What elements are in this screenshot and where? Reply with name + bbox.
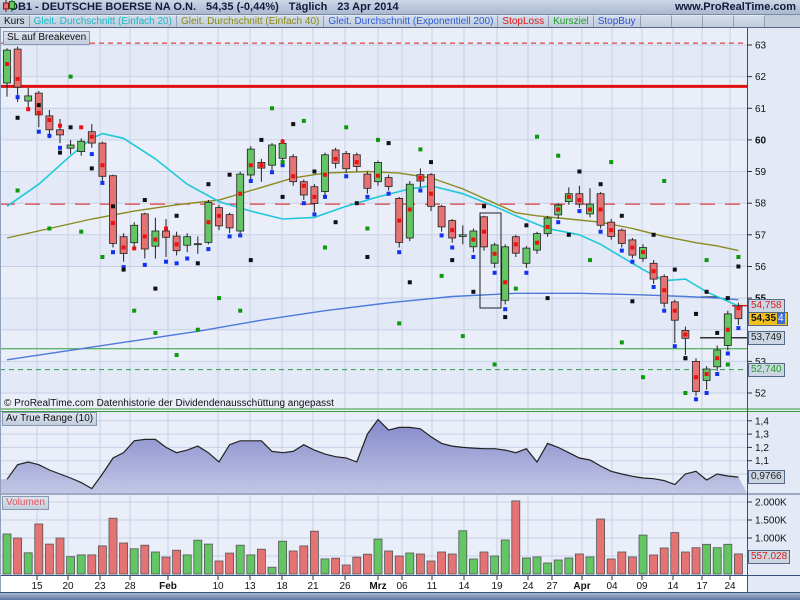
svg-text:1.500K: 1.500K xyxy=(755,516,787,527)
svg-text:2.000K: 2.000K xyxy=(755,498,787,509)
svg-text:24: 24 xyxy=(522,581,534,592)
bid-digit: 4 xyxy=(777,313,785,324)
svg-text:1,2: 1,2 xyxy=(755,443,769,454)
indicator-toggle-0[interactable]: Kurs xyxy=(0,15,30,28)
atr-panel-label[interactable]: Av True Range (10) xyxy=(2,412,98,426)
indicator-empty-cell xyxy=(733,15,765,28)
svg-text:62: 62 xyxy=(755,72,767,83)
svg-text:56: 56 xyxy=(755,262,767,273)
svg-text:04: 04 xyxy=(606,581,618,592)
volume-value-badge: 557.028 xyxy=(748,550,791,564)
svg-text:52: 52 xyxy=(755,389,767,400)
svg-text:24: 24 xyxy=(724,581,736,592)
svg-text:1,3: 1,3 xyxy=(755,430,769,441)
indicator-empty-cell xyxy=(702,15,734,28)
svg-text:06: 06 xyxy=(396,581,408,592)
svg-text:1,1: 1,1 xyxy=(755,456,769,467)
price-level-badge-52_740: 52,740 xyxy=(748,363,785,377)
copyright-note: © ProRealTime.com Datenhistorie der Divi… xyxy=(4,398,334,409)
indicator-toggle-3[interactable]: Gleit. Durchschnitt (Exponentiell 200) xyxy=(324,15,499,28)
price-level-badge-54_758: 54,758 xyxy=(748,299,785,313)
timeframe: Täglich xyxy=(288,1,328,13)
title-bar: DB1 - DEUTSCHE BOERSE NA O.N. 54,35 (-0,… xyxy=(0,0,800,15)
svg-text:10: 10 xyxy=(212,581,224,592)
bottom-scroll-strip[interactable] xyxy=(0,593,800,600)
symbol-title: DB1 - DEUTSCHE BOERSE NA O.N. xyxy=(10,1,197,13)
sl-breakeven-annotation[interactable]: SL auf Breakeven xyxy=(3,31,91,45)
svg-text:61: 61 xyxy=(755,104,767,115)
svg-text:60: 60 xyxy=(755,135,767,146)
last-price: 54,35 (-0,44%) xyxy=(206,1,279,13)
svg-text:26: 26 xyxy=(339,581,351,592)
svg-text:23: 23 xyxy=(94,581,106,592)
svg-text:27: 27 xyxy=(546,581,558,592)
indicator-toggle-2[interactable]: Gleit. Durchschnitt (Einfach 40) xyxy=(176,15,325,28)
svg-text:Mrz: Mrz xyxy=(369,581,386,592)
svg-text:11: 11 xyxy=(427,581,438,592)
svg-text:15: 15 xyxy=(31,581,43,592)
svg-text:28: 28 xyxy=(124,581,136,592)
svg-text:63: 63 xyxy=(755,41,767,52)
svg-text:21: 21 xyxy=(307,581,319,592)
chart-date: 23 Apr 2014 xyxy=(337,1,399,13)
svg-text:14: 14 xyxy=(667,581,679,592)
candlestick-logo-icon xyxy=(3,0,15,12)
svg-text:53: 53 xyxy=(755,357,767,368)
svg-text:17: 17 xyxy=(696,581,708,592)
site-link[interactable]: www.ProRealTime.com xyxy=(674,1,796,13)
indicator-toggle-4[interactable]: StopLoss xyxy=(498,15,550,28)
svg-text:19: 19 xyxy=(491,581,503,592)
indicator-toggle-1[interactable]: Gleit. Durchschnitt (Einfach 20) xyxy=(29,15,177,28)
svg-text:13: 13 xyxy=(244,581,256,592)
svg-text:59: 59 xyxy=(755,167,767,178)
atr-value-badge: 0,9766 xyxy=(748,470,785,484)
svg-text:58: 58 xyxy=(755,199,767,210)
price-level-badge-53_749: 53,749 xyxy=(748,331,785,345)
svg-text:09: 09 xyxy=(636,581,648,592)
indicator-empty-cell xyxy=(671,15,703,28)
svg-text:Feb: Feb xyxy=(159,581,177,592)
svg-text:1,4: 1,4 xyxy=(755,416,769,427)
price-level-badge-54_35: 54,35 4 xyxy=(748,312,788,326)
svg-text:14: 14 xyxy=(458,581,470,592)
indicator-empty-cell xyxy=(640,15,672,28)
svg-text:18: 18 xyxy=(276,581,288,592)
indicator-toggle-5[interactable]: Kursziel xyxy=(549,15,594,28)
svg-text:1.000K: 1.000K xyxy=(755,534,787,545)
volume-panel-label[interactable]: Volumen xyxy=(2,496,49,510)
svg-text:20: 20 xyxy=(62,581,74,592)
svg-text:Apr: Apr xyxy=(573,581,590,592)
indicator-toggle-6[interactable]: StopBuy xyxy=(593,15,641,28)
svg-text:57: 57 xyxy=(755,230,767,241)
